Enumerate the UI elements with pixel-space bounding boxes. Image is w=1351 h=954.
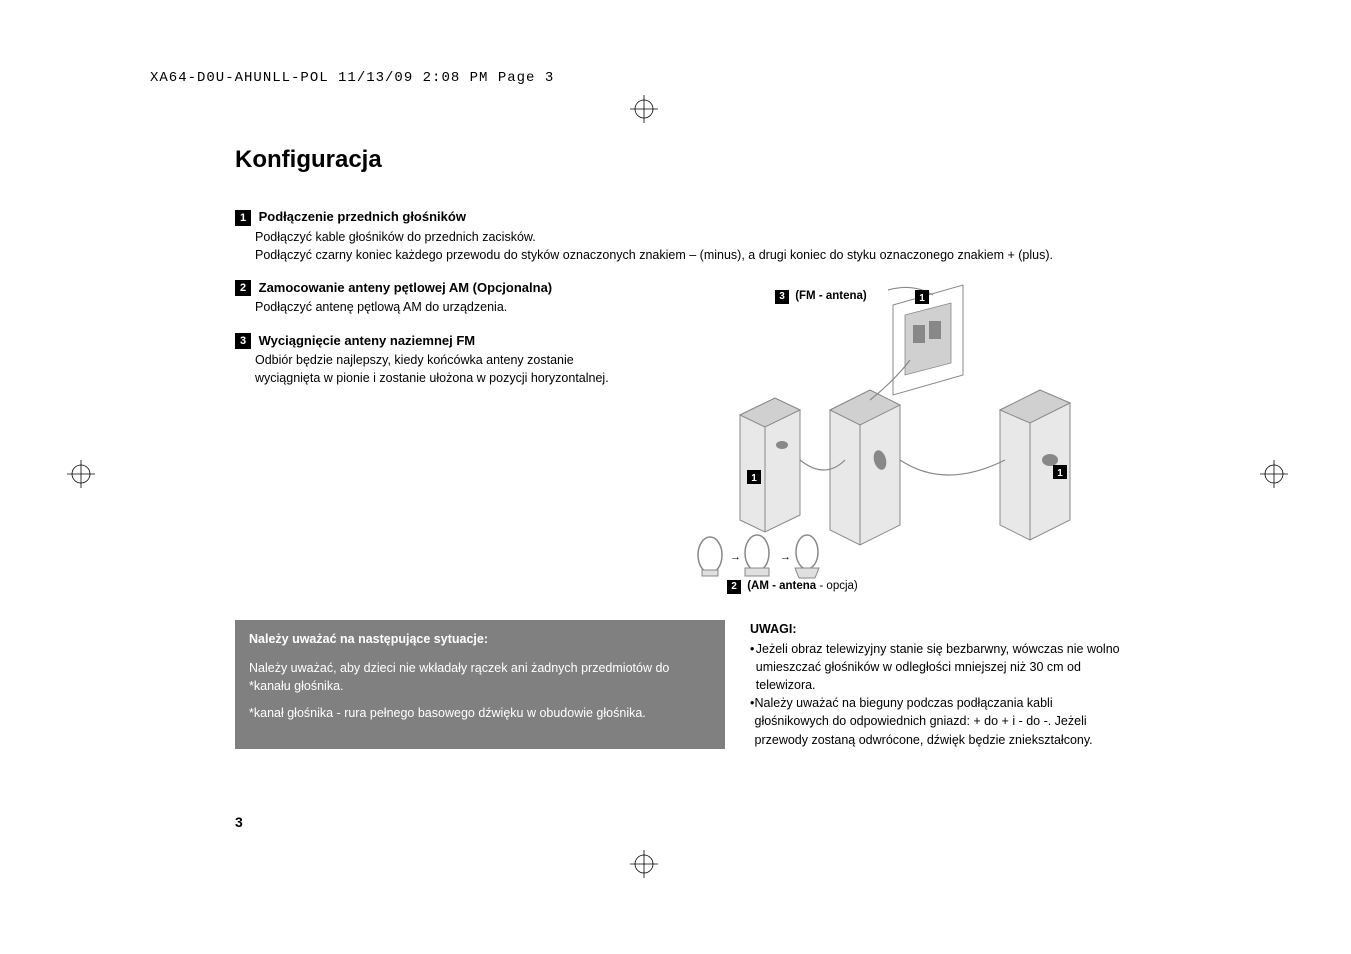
svg-text:1: 1 [919, 293, 925, 304]
section-1: 1 Podłączenie przednich głośników Podłąc… [235, 209, 1200, 264]
note-item-1: • Jeżeli obraz telewizyjny stanie się be… [750, 640, 1120, 694]
note-1-text: Jeżeli obraz telewizyjny stanie się bezb… [756, 640, 1120, 694]
badge-3: 3 [235, 333, 251, 349]
right-column: 3 (FM - antena) [645, 280, 1200, 590]
content-area: 1 Podłączenie przednich głośników Podłąc… [235, 209, 1200, 749]
page-title: Konfiguracja [235, 146, 1200, 174]
diagram-svg: 1 [645, 280, 1165, 590]
section-1-line2: Podłączyć czarny koniec każdego przewodu… [255, 246, 1200, 264]
section-3-line1: Odbiór będzie najlepszy, kiedy końcówka … [255, 351, 615, 387]
svg-text:1: 1 [1057, 468, 1063, 479]
am-text-rest: - opcja) [816, 580, 858, 592]
connection-diagram: 3 (FM - antena) [645, 280, 1165, 590]
am-text-bold: (AM - antena [747, 580, 816, 592]
registration-mark-bottom [630, 850, 658, 878]
notes-block: UWAGI: • Jeżeli obraz telewizyjny stanie… [750, 620, 1120, 749]
registration-mark-right [1260, 460, 1288, 488]
page-number: 3 [235, 814, 243, 830]
lower-area: Należy uważać na następujące sytuacje: N… [235, 600, 1200, 749]
note-item-2: • Należy uważać na bieguny podczas podłą… [750, 694, 1120, 748]
svg-text:→: → [730, 551, 741, 563]
am-badge: 2 [727, 580, 741, 594]
section-3: 3 Wyciągnięcie anteny naziemnej FM Odbió… [235, 333, 615, 388]
two-column: 2 Zamocowanie anteny pętlowej AM (Opcjon… [235, 280, 1200, 590]
section-2-line1: Podłączyć antenę pętlową AM do urządzeni… [255, 298, 615, 316]
left-column: 2 Zamocowanie anteny pętlowej AM (Opcjon… [235, 280, 615, 590]
section-1-heading: Podłączenie przednich głośników [259, 209, 466, 224]
badge-2: 2 [235, 280, 251, 296]
section-3-header: 3 Wyciągnięcie anteny naziemnej FM [235, 333, 615, 350]
section-1-header: 1 Podłączenie przednich głośników [235, 209, 1200, 226]
page-container: XA64-D0U-AHUNLL-POL 11/13/09 2:08 PM Pag… [150, 70, 1200, 749]
section-2: 2 Zamocowanie anteny pętlowej AM (Opcjon… [235, 280, 615, 317]
section-3-heading: Wyciągnięcie anteny naziemnej FM [259, 333, 476, 348]
section-2-heading: Zamocowanie anteny pętlowej AM (Opcjonal… [259, 280, 553, 295]
am-antenna-label: 2 (AM - antena - opcja) [727, 580, 858, 594]
warning-box: Należy uważać na następujące sytuacje: N… [235, 620, 725, 749]
print-header: XA64-D0U-AHUNLL-POL 11/13/09 2:08 PM Pag… [150, 70, 1200, 86]
section-1-line1: Podłączyć kable głośników do przednich z… [255, 228, 1200, 246]
warning-title: Należy uważać na następujące sytuacje: [249, 630, 711, 649]
svg-text:1: 1 [751, 473, 757, 484]
svg-text:→: → [780, 551, 791, 563]
badge-1: 1 [235, 210, 251, 226]
note-2-text: Należy uważać na bieguny podczas podłącz… [755, 694, 1121, 748]
notes-title: UWAGI: [750, 620, 1120, 638]
section-2-header: 2 Zamocowanie anteny pętlowej AM (Opcjon… [235, 280, 615, 297]
warning-line2: *kanał głośnika - rura pełnego basowego … [249, 704, 711, 723]
warning-line1: Należy uważać, aby dzieci nie wkładały r… [249, 659, 711, 697]
registration-mark-left [67, 460, 95, 488]
